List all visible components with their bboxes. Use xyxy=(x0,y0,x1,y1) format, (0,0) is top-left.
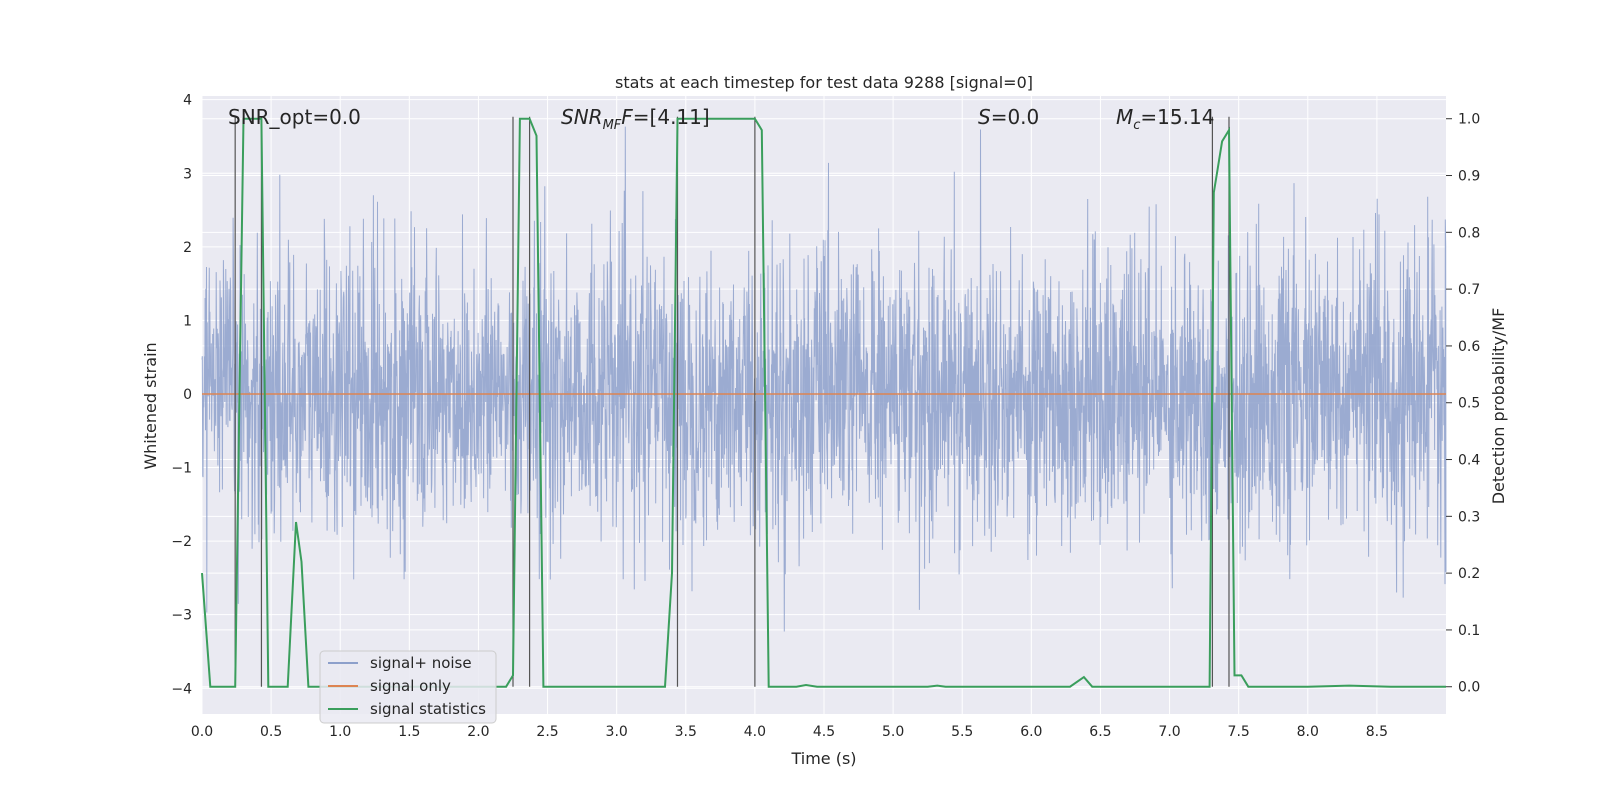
y-right-tick-label: 0.8 xyxy=(1458,225,1480,241)
y-left-tick-label: −3 xyxy=(171,608,192,624)
x-axis-ticks: 0.0 0.5 1.0 1.5 2.0 2.5 3.0 3.5 4.0 4.5 5.0 5.5 6.0 6… xyxy=(191,724,1388,740)
x-tick-label: 2.0 xyxy=(467,724,489,740)
series-signal-noise xyxy=(201,126,1447,632)
x-tick-label: 1.0 xyxy=(329,724,351,740)
y-right-tick-label: 0.6 xyxy=(1458,339,1480,355)
x-tick-label: 8.0 xyxy=(1297,724,1319,740)
legend-label-signal-statistics: signal statistics xyxy=(370,700,486,718)
y-right-tick-label: 0.1 xyxy=(1458,623,1480,639)
legend-label-signal-only: signal only xyxy=(370,677,451,695)
x-axis-label: Time (s) xyxy=(790,749,856,768)
y-right-tick-label: 0.2 xyxy=(1458,566,1480,582)
y-left-tick-label: 3 xyxy=(183,166,192,182)
y-right-tick-label: 0.4 xyxy=(1458,453,1480,469)
y-left-tick-label: −2 xyxy=(171,534,192,550)
x-tick-label: 1.5 xyxy=(398,724,420,740)
y-right-tick-label: 0.5 xyxy=(1458,396,1480,412)
x-tick-label: 0.5 xyxy=(260,724,282,740)
x-tick-label: 8.5 xyxy=(1366,724,1388,740)
series-signal-statistics xyxy=(201,117,1446,688)
x-tick-label: 7.5 xyxy=(1228,724,1250,740)
legend-box xyxy=(319,650,497,724)
annotation-s-value: S=0.0 xyxy=(978,105,1039,129)
y-right-tick-label: 1.0 xyxy=(1458,112,1480,128)
y-left-tick-label: 1 xyxy=(183,313,192,329)
annotation-chirp-mass: Mc=15.14 xyxy=(1116,105,1214,133)
x-tick-label: 0.0 xyxy=(191,724,213,740)
y-left-tick-label: −4 xyxy=(171,681,192,697)
annotation-snr-mf: SNRMFF=[4.11] xyxy=(561,105,710,133)
series-line-signal-noise xyxy=(201,126,1447,632)
x-tick-label: 7.0 xyxy=(1158,724,1180,740)
y-right-tick-label: 0.3 xyxy=(1458,509,1480,525)
y-right-tick-label: 0.9 xyxy=(1458,169,1480,185)
x-tick-label: 3.5 xyxy=(675,724,697,740)
annotation-snr-opt: SNR_opt=0.0 xyxy=(228,105,361,129)
y-axis-left-label: Whitened strain xyxy=(141,342,160,469)
x-tick-label: 3.0 xyxy=(606,724,628,740)
series-line-signal-statistics xyxy=(201,117,1446,688)
x-tick-label: 4.0 xyxy=(744,724,766,740)
y-axis-right-label: Detection probability/MF xyxy=(1489,308,1508,505)
x-tick-label: 5.5 xyxy=(951,724,973,740)
y-left-tick-label: 2 xyxy=(183,240,192,256)
legend: signal+ noise signal only signal statist… xyxy=(319,650,497,724)
y-right-tick-label: 0.7 xyxy=(1458,282,1480,298)
y-right-tick-label: 0.0 xyxy=(1458,680,1480,696)
x-tick-label: 5.0 xyxy=(882,724,904,740)
y-left-tick-label: 0 xyxy=(183,387,192,403)
y-axis-left-ticks: −4 −3 −2 −1 0 1 2 3 4 xyxy=(171,93,192,698)
x-tick-label: 2.5 xyxy=(536,724,558,740)
x-tick-label: 6.0 xyxy=(1020,724,1042,740)
y-left-tick-label: −1 xyxy=(171,461,192,477)
y-axis-right-ticks: 0.0 0.1 0.2 0.3 0.4 0.5 0.6 0.7 0.8 0.9 1.0 xyxy=(1446,112,1480,696)
y-left-tick-label: 4 xyxy=(183,93,192,109)
legend-label-signal-noise: signal+ noise xyxy=(370,654,472,672)
x-tick-label: 4.5 xyxy=(813,724,835,740)
x-tick-label: 6.5 xyxy=(1089,724,1111,740)
chart-title: stats at each timestep for test data 928… xyxy=(615,73,1033,92)
